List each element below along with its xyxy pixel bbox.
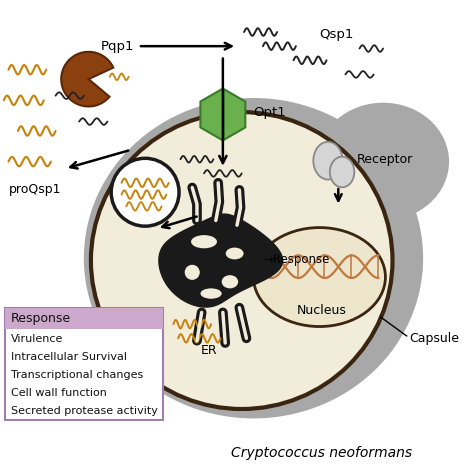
Ellipse shape (91, 112, 392, 409)
Text: Secreted protease activity: Secreted protease activity (11, 406, 158, 417)
Text: ER: ER (201, 344, 217, 356)
Text: Cell wall function: Cell wall function (11, 388, 107, 398)
Text: Receptor: Receptor (357, 153, 413, 166)
Text: Pqp1: Pqp1 (100, 40, 134, 53)
Ellipse shape (222, 275, 238, 288)
Ellipse shape (84, 98, 423, 419)
Text: Transcriptional changes: Transcriptional changes (11, 370, 143, 380)
Text: Virulence: Virulence (11, 334, 63, 344)
Ellipse shape (313, 142, 343, 180)
Text: Intracellular Survival: Intracellular Survival (11, 352, 127, 362)
Text: Qsp1: Qsp1 (319, 28, 354, 41)
Wedge shape (61, 52, 113, 107)
Text: proQsp1: proQsp1 (9, 183, 61, 196)
Text: Cryptococcus neoformans: Cryptococcus neoformans (231, 446, 412, 460)
Ellipse shape (226, 247, 244, 259)
FancyBboxPatch shape (5, 308, 163, 419)
Ellipse shape (317, 103, 449, 220)
Text: Response: Response (11, 312, 71, 325)
Polygon shape (159, 214, 283, 307)
Ellipse shape (185, 265, 200, 280)
Text: Capsule: Capsule (409, 332, 459, 345)
Text: Opt1: Opt1 (254, 106, 286, 118)
Polygon shape (201, 89, 246, 140)
Ellipse shape (254, 228, 385, 327)
FancyBboxPatch shape (5, 308, 163, 329)
Text: Nucleus: Nucleus (297, 304, 347, 318)
Ellipse shape (191, 235, 217, 248)
Ellipse shape (330, 156, 355, 187)
Ellipse shape (201, 288, 222, 299)
Circle shape (111, 158, 179, 226)
Text: →Response: →Response (263, 253, 329, 265)
